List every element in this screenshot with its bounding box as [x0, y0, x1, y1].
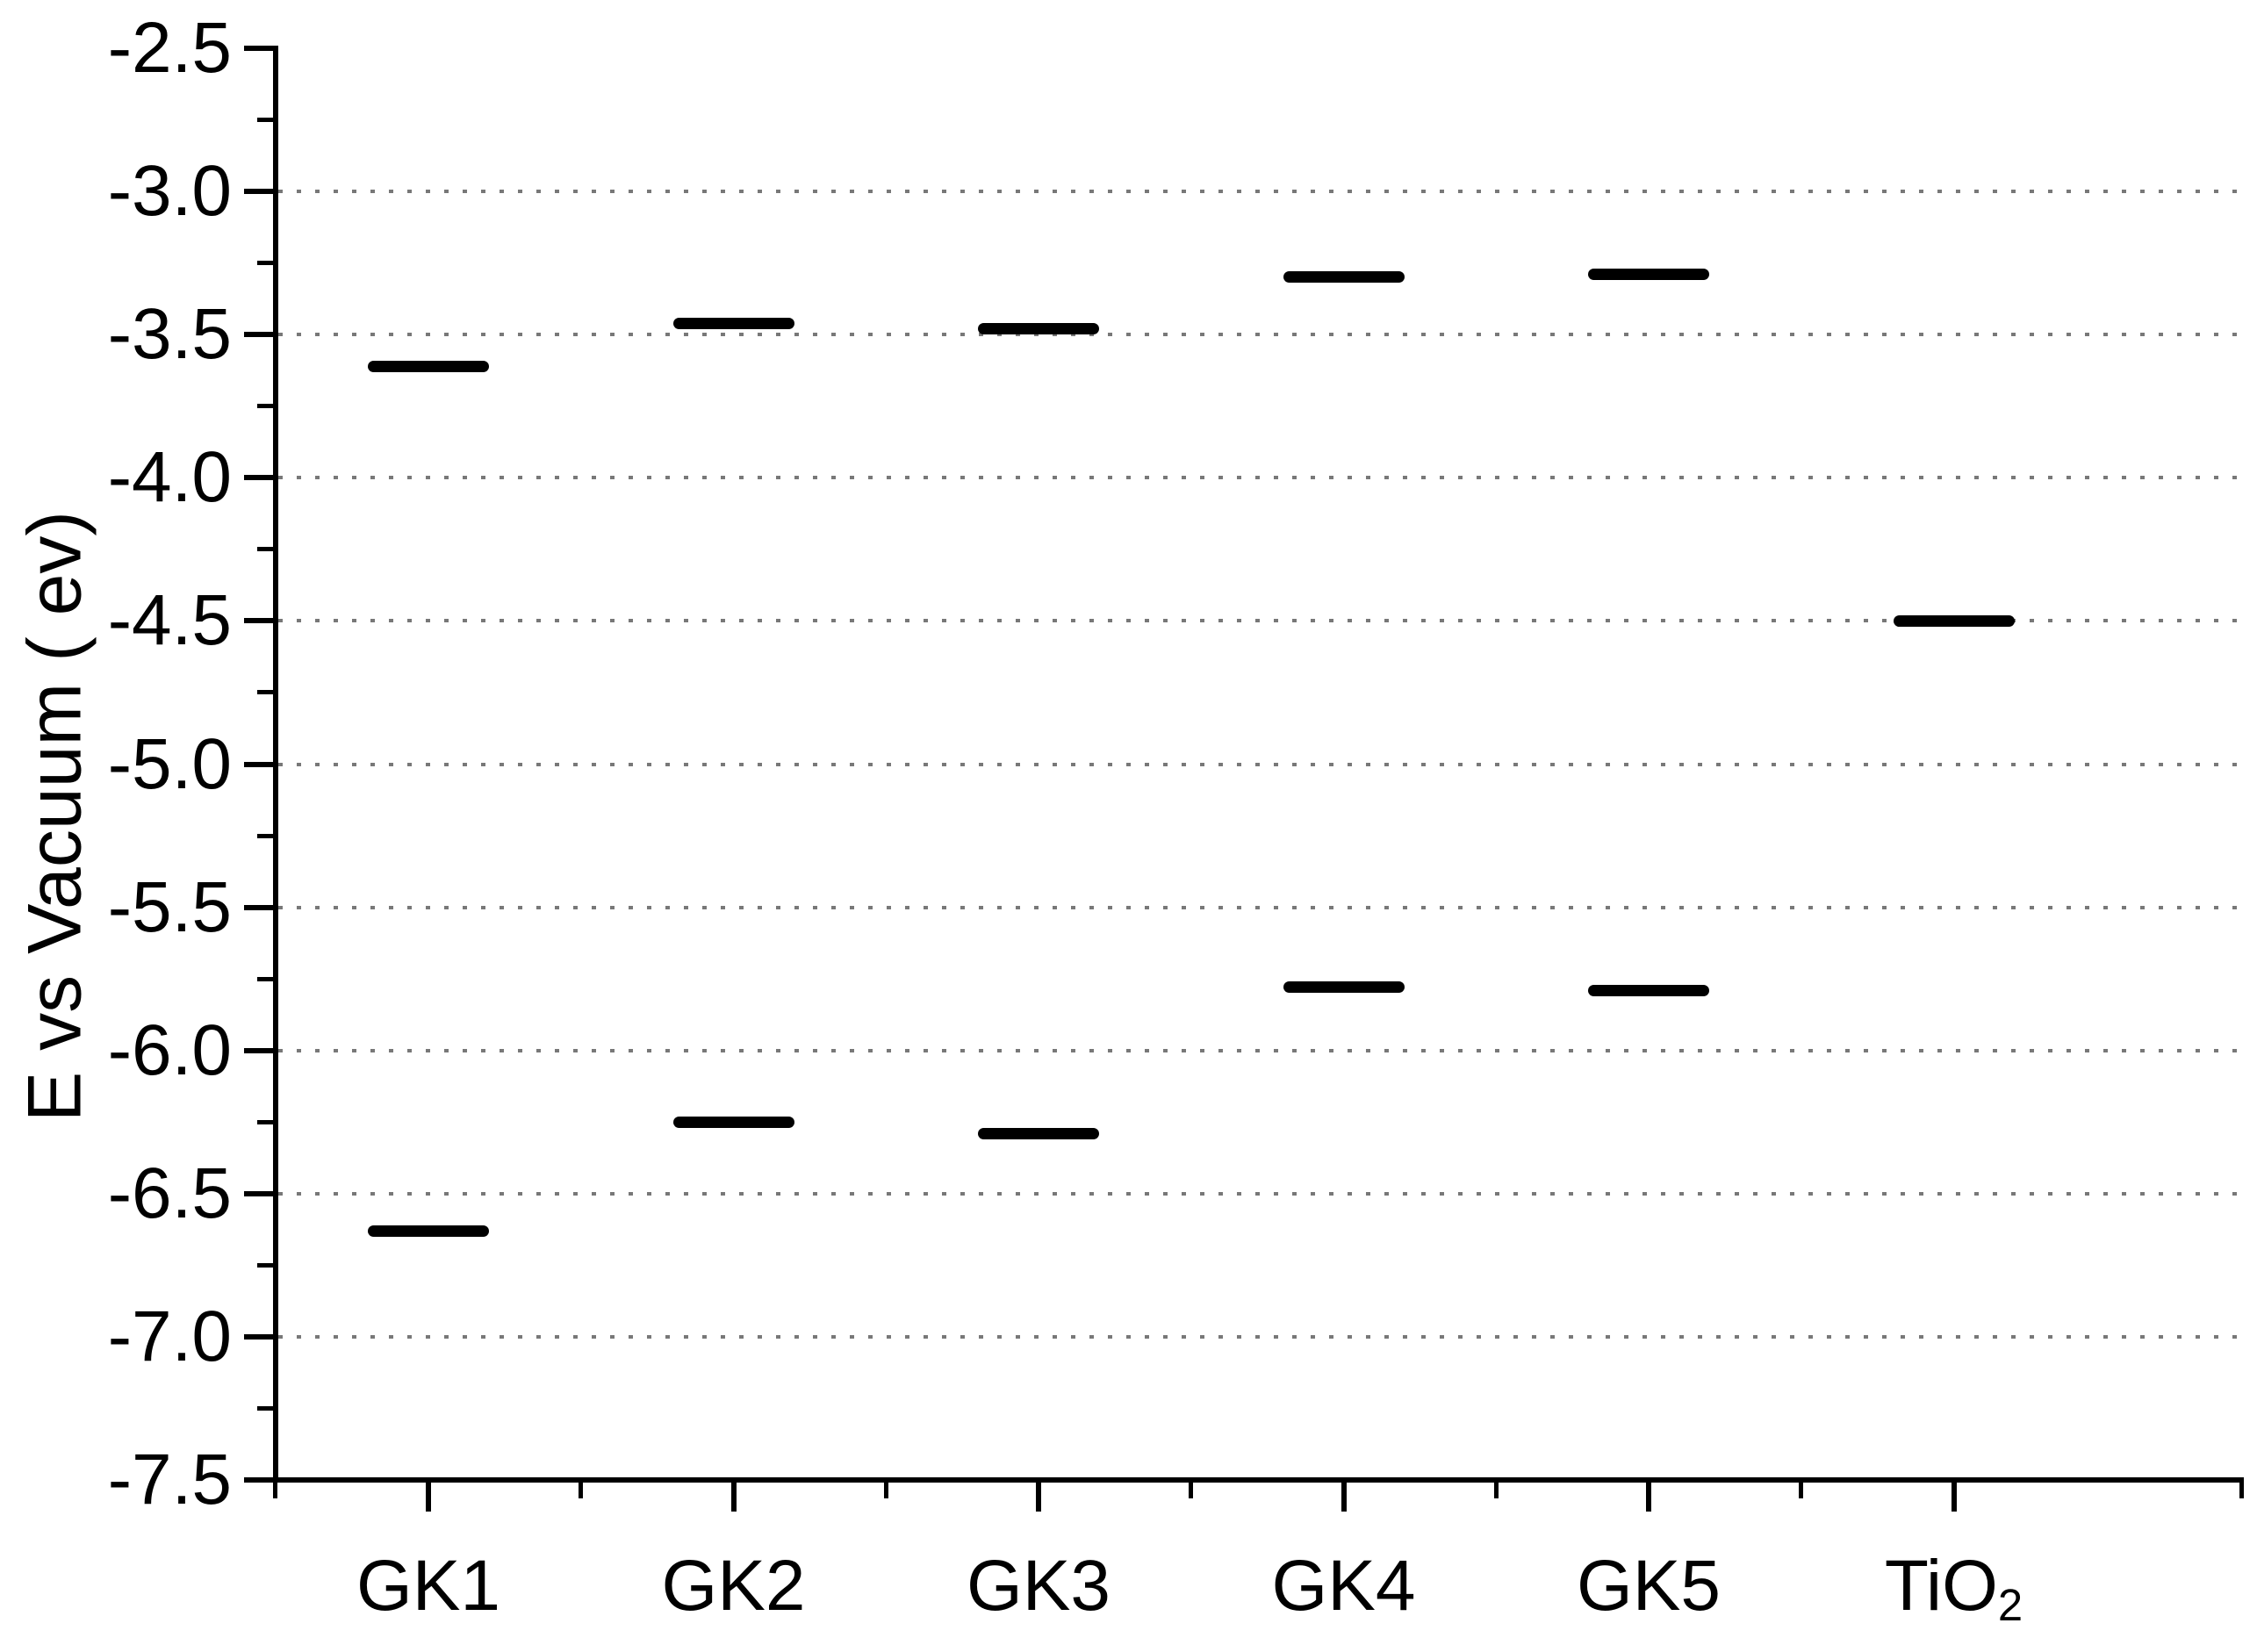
y-axis-tick-major [243, 1047, 273, 1053]
energy-level-line [672, 317, 794, 329]
y-axis-tick-minor [256, 1405, 273, 1411]
y-axis-tick-minor [256, 118, 273, 123]
energy-level-line [978, 1127, 1099, 1139]
x-axis-label-text: GK1 [356, 1546, 501, 1626]
x-axis-tick-major [1341, 1483, 1347, 1512]
y-axis-tick-label: -7.0 [107, 1296, 232, 1376]
grid-line [277, 333, 2244, 337]
y-axis-tick-major [243, 904, 273, 910]
y-axis-tick-major [243, 475, 273, 481]
x-axis-label: GK1 [244, 1547, 613, 1626]
y-axis-tick-label: -7.5 [107, 1440, 232, 1519]
grid-line [277, 1191, 2244, 1196]
y-axis-tick-label: -4.5 [107, 580, 232, 661]
y-axis-tick-major [243, 1190, 273, 1196]
y-axis-tick-major [243, 618, 273, 624]
energy-level-line [368, 1225, 489, 1237]
x-axis-label: GK3 [854, 1547, 1223, 1626]
y-axis-tick-label: -6.0 [107, 1009, 232, 1090]
energy-level-line [672, 1116, 794, 1128]
x-axis-label: GK2 [550, 1547, 918, 1626]
x-axis-label-text: GK2 [661, 1546, 806, 1626]
grid-line [277, 190, 2244, 194]
x-axis-label-text: GK3 [966, 1546, 1111, 1626]
x-axis-tick-major [1951, 1483, 1957, 1512]
y-axis-tick-major [243, 1333, 273, 1340]
y-axis-tick-minor [256, 690, 273, 695]
x-axis-tick-minor [1493, 1483, 1499, 1498]
grid-line [277, 1334, 2244, 1339]
y-axis-tick-label: -6.5 [107, 1153, 232, 1233]
y-axis-tick-minor [256, 404, 273, 409]
x-axis-label: GK5 [1464, 1547, 1833, 1626]
y-axis-tick-label: -3.5 [107, 294, 232, 375]
grid-line [277, 905, 2244, 909]
x-axis-tick-minor [2239, 1483, 2244, 1498]
energy-level-line [1588, 984, 1709, 996]
energy-level-line [1893, 614, 2015, 627]
y-axis-tick-label: -4.0 [107, 437, 232, 518]
y-axis-tick-major [243, 332, 273, 338]
x-axis-label-text: GK5 [1576, 1546, 1722, 1626]
y-axis-tick-minor [256, 261, 273, 266]
energy-level-line [1283, 981, 1405, 994]
y-axis-tick-major [243, 761, 273, 767]
energy-level-line [1588, 269, 1709, 281]
y-axis-tick-minor [256, 976, 273, 981]
x-axis-label-text: GK4 [1271, 1546, 1416, 1626]
x-axis-tick-minor [1799, 1483, 1804, 1498]
x-axis-label-text: TiO [1884, 1546, 1998, 1626]
grid-line [277, 476, 2244, 480]
x-axis-spine [272, 1477, 2244, 1483]
y-axis-tick-minor [256, 547, 273, 552]
energy-level-line [978, 323, 1099, 335]
x-axis-tick-minor [1189, 1483, 1194, 1498]
x-axis-tick-major [426, 1483, 431, 1512]
x-axis-label-subscript: 2 [1997, 1580, 2023, 1631]
x-axis-label: GK4 [1160, 1547, 1528, 1626]
x-axis-tick-minor [579, 1483, 584, 1498]
x-axis-tick-minor [883, 1483, 888, 1498]
x-axis-tick-major [1036, 1483, 1041, 1512]
grid-line [277, 762, 2244, 766]
y-axis-spine [272, 46, 278, 1483]
y-axis-tick-label: -5.0 [107, 723, 232, 804]
y-axis-tick-minor [256, 833, 273, 838]
y-axis-tick-minor [256, 1119, 273, 1124]
y-axis-tick-label: -5.5 [107, 866, 232, 947]
energy-level-line [1283, 271, 1405, 284]
grid-line [277, 619, 2244, 623]
x-axis-tick-major [1646, 1483, 1651, 1512]
x-axis-tick-minor [273, 1483, 277, 1498]
x-axis-tick-major [730, 1483, 737, 1512]
y-axis-tick-major [243, 1477, 273, 1483]
grid-line [277, 1048, 2244, 1052]
y-axis-tick-label: -3.0 [107, 151, 232, 232]
y-axis-tick-major [243, 46, 273, 51]
y-axis-tick-major [243, 189, 273, 195]
energy-level-line [368, 360, 489, 372]
y-axis-tick-label: -2.5 [107, 8, 232, 88]
x-axis-label: TiO2 [1770, 1547, 2138, 1634]
y-axis-tick-minor [256, 1262, 273, 1268]
